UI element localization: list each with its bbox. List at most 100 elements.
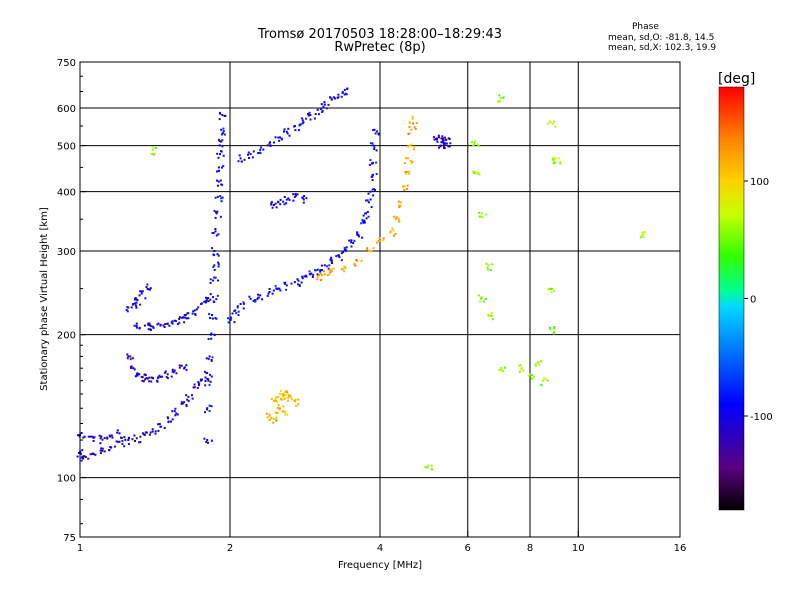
data-point	[277, 395, 280, 398]
data-point	[178, 321, 181, 324]
data-point	[116, 429, 119, 432]
data-point	[233, 310, 236, 312]
data-point	[205, 296, 208, 299]
data-point	[443, 141, 446, 144]
data-point	[275, 287, 278, 290]
data-point	[444, 138, 447, 141]
data-point	[183, 401, 186, 404]
data-point	[274, 411, 277, 414]
data-point	[281, 410, 284, 413]
grid-lines	[80, 62, 680, 537]
data-point	[175, 412, 178, 415]
data-point	[254, 300, 257, 303]
data-point	[481, 216, 484, 219]
data-point	[410, 143, 413, 146]
data-point	[316, 278, 319, 281]
data-point	[217, 180, 220, 183]
data-point	[287, 396, 290, 399]
data-point	[554, 157, 557, 160]
data-point	[192, 386, 195, 389]
data-point	[149, 325, 152, 328]
data-point	[361, 236, 364, 239]
data-point	[210, 405, 213, 408]
data-point	[140, 290, 143, 293]
data-point	[174, 414, 177, 417]
data-point	[472, 170, 475, 173]
data-point	[393, 234, 395, 237]
data-point	[178, 364, 181, 367]
data-point	[213, 276, 216, 279]
data-point	[237, 160, 240, 163]
data-point	[274, 202, 277, 205]
data-point	[214, 196, 217, 199]
data-point	[268, 413, 271, 416]
data-point	[210, 337, 213, 340]
data-point	[337, 93, 340, 96]
data-point	[362, 221, 365, 224]
data-point	[140, 292, 143, 295]
x-tick-label: 6	[465, 543, 471, 554]
data-point	[361, 218, 364, 221]
data-point	[360, 259, 363, 262]
data-point	[282, 405, 285, 408]
colorbar-tick-label: 100	[750, 177, 769, 188]
data-point	[309, 118, 312, 121]
data-point	[540, 383, 543, 386]
data-point	[294, 129, 297, 132]
data-point	[236, 306, 239, 309]
data-point	[448, 145, 451, 148]
data-point	[397, 217, 400, 220]
data-point	[364, 212, 367, 215]
data-point	[329, 258, 332, 261]
data-point	[404, 162, 407, 165]
data-point	[330, 270, 333, 273]
data-point	[218, 140, 221, 143]
data-point	[389, 231, 392, 234]
data-point	[348, 239, 351, 242]
data-point	[237, 314, 240, 317]
data-point	[442, 145, 445, 147]
data-point	[213, 250, 216, 252]
data-point	[162, 324, 165, 327]
data-point	[221, 166, 223, 169]
data-point	[491, 318, 494, 321]
data-point	[178, 318, 181, 320]
data-point	[286, 413, 289, 416]
data-point	[147, 288, 150, 291]
data-point	[397, 200, 400, 203]
data-point	[174, 407, 177, 410]
data-point	[323, 270, 325, 273]
data-point	[149, 287, 152, 290]
data-point	[554, 161, 557, 164]
data-point	[479, 300, 482, 303]
data-point	[116, 431, 119, 434]
data-point	[319, 270, 322, 273]
data-point	[282, 394, 285, 396]
data-point	[284, 282, 286, 285]
data-point	[445, 142, 448, 145]
data-point	[144, 297, 147, 300]
data-point	[531, 377, 534, 380]
data-point	[292, 199, 295, 202]
data-point	[286, 391, 289, 394]
data-point	[80, 432, 83, 434]
data-point	[279, 136, 281, 139]
data-point	[158, 423, 161, 425]
data-point	[76, 455, 79, 458]
data-point	[82, 457, 85, 460]
data-point	[408, 122, 411, 125]
data-point	[147, 322, 150, 325]
data-point	[487, 264, 490, 267]
data-point	[207, 338, 210, 340]
data-point	[369, 159, 372, 162]
data-point	[323, 101, 326, 104]
data-point	[126, 310, 129, 313]
data-point	[332, 96, 335, 99]
data-point	[133, 368, 136, 371]
data-point	[393, 215, 396, 218]
data-point	[150, 376, 153, 379]
data-point	[406, 170, 409, 173]
data-point	[173, 369, 176, 372]
data-point	[98, 434, 101, 437]
data-point	[551, 122, 554, 125]
